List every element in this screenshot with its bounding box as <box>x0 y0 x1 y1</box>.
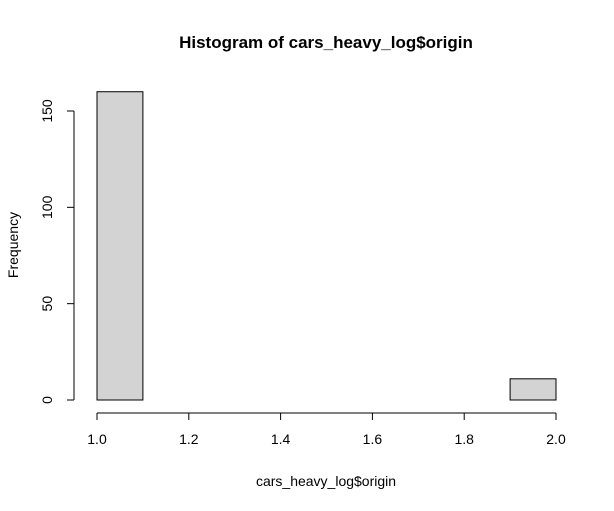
x-tick-label: 1.8 <box>454 431 474 447</box>
x-axis: 1.0 1.2 1.4 1.6 1.8 2.0 <box>87 412 566 447</box>
y-axis: 0 50 100 150 <box>39 99 75 404</box>
histogram-bar <box>509 378 557 401</box>
y-tick-label: 0 <box>39 396 55 404</box>
y-axis-label: Frequency <box>5 212 21 278</box>
y-tick-label: 150 <box>39 99 55 123</box>
histogram-bar <box>96 91 144 401</box>
chart-title: Histogram of cars_heavy_log$origin <box>179 33 473 52</box>
x-tick-label: 1.6 <box>363 431 383 447</box>
x-tick-label: 1.0 <box>87 431 107 447</box>
x-tick-label: 2.0 <box>546 431 566 447</box>
y-tick-label: 50 <box>39 296 55 312</box>
x-tick-label: 1.4 <box>271 431 291 447</box>
histogram-bars <box>96 91 557 401</box>
y-tick-label: 100 <box>39 195 55 219</box>
x-axis-label: cars_heavy_log$origin <box>256 473 396 489</box>
x-tick-label: 1.2 <box>179 431 199 447</box>
